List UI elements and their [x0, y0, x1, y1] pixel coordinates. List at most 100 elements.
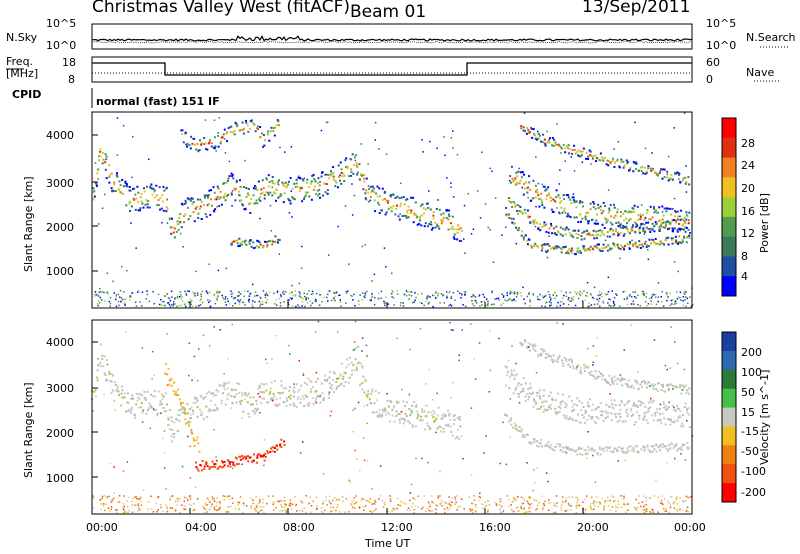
- power-noise: [252, 283, 254, 286]
- velocity-main-band: [112, 374, 115, 377]
- power-evening-band-2: [557, 230, 560, 233]
- velocity-main-band: [199, 413, 202, 416]
- power-main-band: [92, 191, 95, 194]
- power-evening-band-2: [688, 219, 690, 222]
- velocity-main-band: [120, 404, 123, 407]
- power-noise: [558, 183, 561, 185]
- velocity-main-band: [221, 399, 223, 402]
- power-main-band: [144, 203, 147, 206]
- velocity-main-band: [302, 397, 305, 400]
- power-main-band: [350, 171, 353, 173]
- velocity-ground-scatter: [641, 501, 643, 503]
- power-noise: [116, 117, 119, 119]
- power-evening-band: [622, 212, 625, 215]
- velocity-ground-scatter: [687, 496, 690, 499]
- velocity-evening-upper: [579, 371, 581, 374]
- velocity-evening-upper: [639, 383, 642, 386]
- velocity-main-band: [247, 412, 250, 415]
- power-noise: [501, 234, 503, 236]
- power-main-band: [171, 217, 173, 220]
- velocity-ground-scatter: [603, 501, 606, 503]
- velocity-ground-scatter: [369, 510, 371, 512]
- power-noise: [521, 186, 523, 189]
- power-evening-band: [561, 211, 564, 214]
- velocity-evening-band-2: [676, 449, 678, 452]
- power-evening-band-3: [533, 245, 536, 248]
- velocity-evening-band: [659, 419, 662, 421]
- power-ground-scatter: [276, 304, 278, 306]
- velocity-main-band: [381, 408, 384, 411]
- power-main-band: [329, 174, 332, 177]
- power-upper-band: [184, 131, 187, 134]
- power-upper-band: [272, 130, 275, 133]
- power-main-band: [368, 187, 371, 190]
- power-noise: [364, 244, 366, 246]
- velocity-main-band: [279, 397, 282, 400]
- velocity-noise: [624, 459, 626, 462]
- power-noise: [644, 216, 647, 219]
- power-ground-scatter: [377, 298, 380, 300]
- power-main-band: [305, 181, 308, 184]
- velocity-main-band: [312, 402, 315, 405]
- velocity-noise: [113, 466, 115, 468]
- power-evening-band: [566, 215, 569, 218]
- power-evening-band-3: [626, 242, 629, 245]
- velocity-main-band: [363, 391, 366, 394]
- power-evening-band-3: [592, 248, 595, 251]
- velocity-main-band: [445, 424, 448, 427]
- velocity-main-band: [325, 379, 328, 382]
- velocity-evening-upper: [669, 383, 672, 386]
- velocity-red-band: [274, 447, 276, 449]
- velocity-ground-scatter: [351, 500, 353, 503]
- power-ground-scatter: [669, 292, 671, 294]
- velocity-evening-band-2: [646, 445, 649, 448]
- velocity-ground-scatter: [429, 505, 431, 508]
- velocity-evening-upper: [549, 355, 552, 358]
- vel-cb-neg100: -100: [741, 465, 766, 478]
- power-evening-band: [676, 210, 679, 213]
- power-ground-scatter: [131, 292, 134, 294]
- velocity-evening-upper: [641, 385, 643, 388]
- power-evening-band: [523, 173, 525, 176]
- velocity-orange-band: [172, 390, 175, 393]
- power-main-band: [183, 221, 185, 224]
- power-main-band: [102, 158, 105, 161]
- power-main-band: [278, 195, 281, 198]
- power-ground-scatter: [498, 299, 500, 301]
- power-ground-scatter: [472, 294, 474, 296]
- velocity-orange-band: [179, 401, 182, 404]
- power-ground-scatter: [345, 302, 347, 304]
- velocity-red-band: [206, 465, 209, 468]
- velocity-noise: [409, 492, 412, 494]
- velocity-main-band: [175, 417, 178, 420]
- power-evening-band-2: [559, 226, 562, 229]
- power-evening-upper: [592, 155, 595, 158]
- velocity-ground-scatter: [459, 505, 461, 507]
- power-evening-band-2: [551, 232, 554, 235]
- velocity-noise: [409, 348, 411, 351]
- velocity-main-band: [448, 413, 451, 415]
- power-main-band: [133, 198, 136, 201]
- velocity-main-band: [100, 365, 103, 368]
- velocity-ground-scatter: [310, 511, 312, 513]
- power-main-band: [416, 215, 419, 218]
- velocity-main-band: [298, 388, 301, 391]
- velocity-orange-band: [190, 429, 193, 432]
- power-ground-scatter: [598, 300, 600, 303]
- noise-search-trace: [91, 41, 693, 44]
- power-main-band: [151, 187, 154, 190]
- power-evening-band-2: [642, 230, 645, 233]
- power-evening-upper: [542, 133, 545, 136]
- power-main-band: [363, 180, 366, 183]
- velocity-ground-scatter: [438, 495, 440, 497]
- velocity-main-band: [255, 409, 258, 412]
- velocity-main-band: [409, 414, 412, 417]
- power-upper-band: [220, 136, 223, 139]
- velocity-evening-upper: [608, 374, 611, 377]
- velocity-red-band: [195, 461, 197, 464]
- power-ground-scatter: [632, 300, 634, 303]
- velocity-ground-scatter: [651, 508, 653, 511]
- power-main-band: [265, 178, 268, 181]
- velocity-noise: [103, 393, 105, 396]
- power-ground-scatter: [630, 296, 633, 298]
